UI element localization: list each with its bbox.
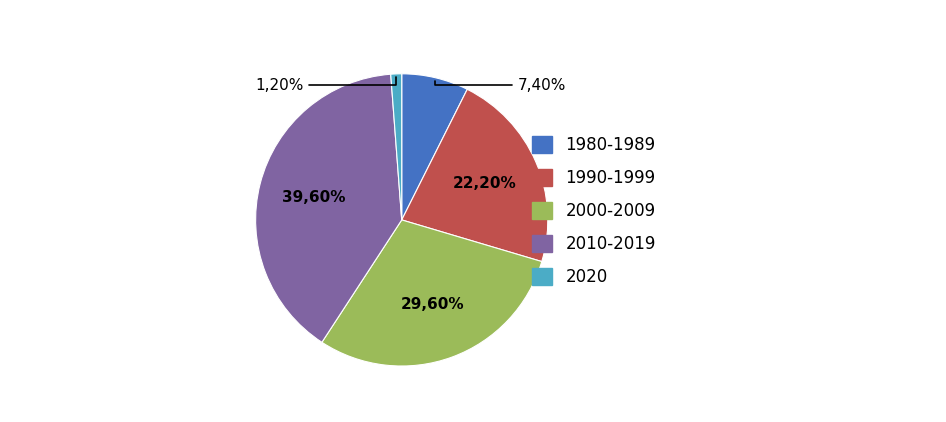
Text: 22,20%: 22,20% bbox=[453, 176, 517, 192]
Wedge shape bbox=[402, 89, 548, 262]
Legend: 1980-1989, 1990-1999, 2000-2009, 2010-2019, 2020: 1980-1989, 1990-1999, 2000-2009, 2010-20… bbox=[526, 129, 662, 293]
Text: 1,20%: 1,20% bbox=[255, 77, 396, 93]
Wedge shape bbox=[255, 74, 402, 342]
Wedge shape bbox=[322, 220, 542, 366]
Text: 29,60%: 29,60% bbox=[401, 298, 464, 312]
Wedge shape bbox=[391, 74, 402, 220]
Text: 39,60%: 39,60% bbox=[282, 190, 345, 205]
Text: 7,40%: 7,40% bbox=[435, 78, 566, 93]
Wedge shape bbox=[402, 74, 467, 220]
